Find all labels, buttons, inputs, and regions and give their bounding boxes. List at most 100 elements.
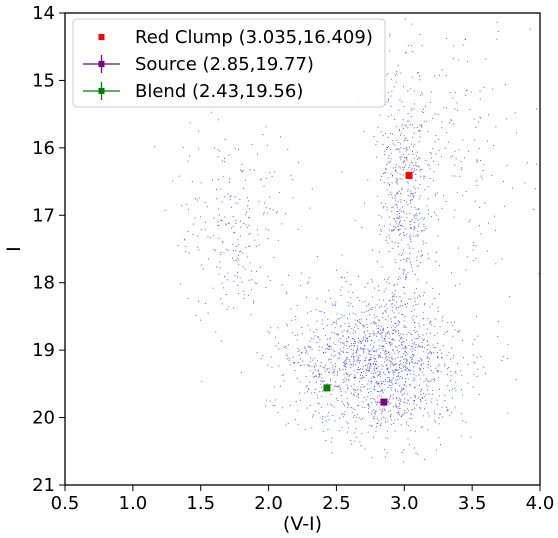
field-star-point (253, 302, 255, 304)
field-star-point (227, 306, 229, 308)
field-star-point (322, 380, 324, 382)
field-star-point (389, 50, 391, 52)
field-star-point (372, 347, 374, 349)
field-star-point (363, 376, 365, 378)
field-star-point (396, 126, 398, 128)
field-star-point (391, 230, 393, 232)
field-star-point (413, 215, 415, 217)
field-star-point (374, 355, 376, 357)
field-star-point (436, 449, 438, 451)
field-star-point (435, 214, 437, 216)
field-star-point (396, 177, 398, 179)
field-star-point (369, 406, 371, 408)
field-star-point (269, 208, 271, 210)
field-star-point (338, 430, 340, 432)
field-star-point (415, 235, 417, 237)
field-star-point (301, 327, 303, 329)
field-star-point (350, 283, 352, 285)
field-star-point (346, 359, 348, 361)
field-star-point (376, 361, 378, 363)
field-star-point (445, 331, 447, 333)
field-star-point (287, 149, 289, 151)
field-star-point (370, 398, 372, 400)
field-star-point (365, 356, 367, 358)
field-star-point (219, 267, 221, 269)
field-star-point (278, 191, 280, 193)
field-star-point (188, 155, 190, 157)
field-star-point (354, 331, 356, 333)
field-star-point (292, 356, 294, 358)
field-star-point (338, 318, 340, 320)
field-star-point (375, 372, 377, 374)
field-star-point (394, 331, 396, 333)
field-star-point (331, 437, 333, 439)
field-star-point (362, 324, 364, 326)
field-star-point (347, 406, 349, 408)
field-star-point (413, 447, 415, 449)
field-star-point (324, 370, 326, 372)
y-tick-label: 20 (32, 408, 55, 429)
field-star-point (206, 206, 208, 208)
field-star-point (377, 382, 379, 384)
field-star-point (405, 347, 407, 349)
field-star-point (301, 333, 303, 335)
field-star-point (408, 120, 410, 122)
field-star-point (356, 372, 358, 374)
field-star-point (392, 143, 394, 145)
field-star-point (420, 346, 422, 348)
field-star-point (382, 135, 384, 137)
field-star-point (337, 386, 339, 388)
field-star-point (417, 279, 419, 281)
field-star-point (395, 405, 397, 407)
field-star-point (414, 192, 416, 194)
field-star-point (304, 346, 306, 348)
field-star-point (385, 288, 387, 290)
field-star-point (447, 330, 449, 332)
field-star-point (526, 162, 528, 164)
field-star-point (386, 308, 388, 310)
field-star-point (392, 325, 394, 327)
field-star-point (350, 343, 352, 345)
y-tick-label: 16 (32, 138, 55, 159)
field-star-point (404, 124, 406, 126)
field-star-point (185, 245, 187, 247)
field-star-point (320, 383, 322, 385)
field-star-point (405, 366, 407, 368)
field-star-point (404, 351, 406, 353)
field-star-point (402, 366, 404, 368)
field-star-point (367, 431, 369, 433)
field-star-point (400, 356, 402, 358)
field-star-point (368, 370, 370, 372)
field-star-point (234, 231, 236, 233)
field-star-point (330, 298, 332, 300)
field-star-point (377, 396, 379, 398)
field-star-point (411, 219, 413, 221)
field-star-point (402, 252, 404, 254)
field-star-point (340, 325, 342, 327)
field-star-point (309, 207, 311, 209)
field-star-point (265, 286, 267, 288)
field-star-point (387, 177, 389, 179)
field-star-point (394, 241, 396, 243)
field-star-point (415, 274, 417, 276)
field-star-point (419, 212, 421, 214)
field-star-point (408, 345, 410, 347)
field-star-point (396, 216, 398, 218)
field-star-point (262, 134, 264, 136)
field-star-point (346, 331, 348, 333)
field-star-point (355, 436, 357, 438)
field-star-point (364, 286, 366, 288)
field-star-point (398, 130, 400, 132)
field-star-point (374, 317, 376, 319)
field-star-point (281, 374, 283, 376)
field-star-point (405, 164, 407, 166)
field-star-point (402, 168, 404, 170)
field-star-point (364, 448, 366, 450)
field-star-point (413, 226, 415, 228)
field-star-point (381, 337, 383, 339)
field-star-point (464, 157, 466, 159)
field-star-point (320, 361, 322, 363)
field-star-point (419, 384, 421, 386)
field-star-point (399, 376, 401, 378)
field-star-point (350, 355, 352, 357)
